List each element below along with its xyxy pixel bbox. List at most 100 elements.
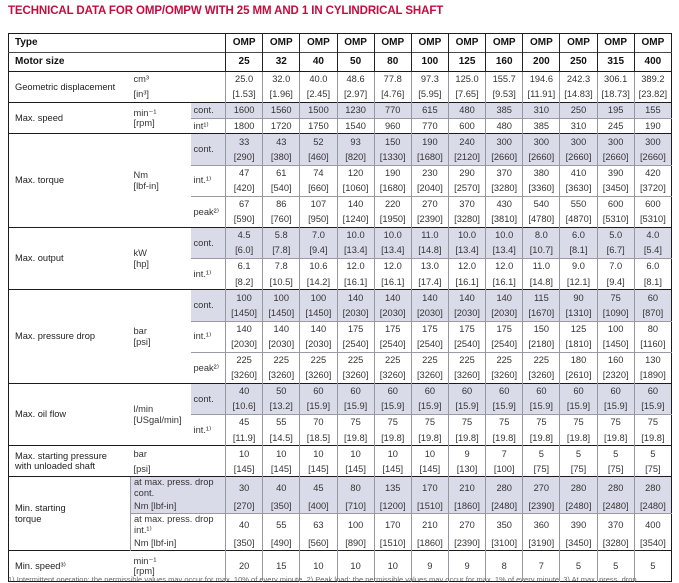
- data-cell: [75]: [522, 461, 560, 477]
- data-cell: 10: [373, 550, 412, 582]
- data-cell: 360: [522, 513, 560, 536]
- data-cell: [1510]: [373, 535, 412, 551]
- data-cell: [8.2]: [225, 274, 263, 290]
- data-cell: 410: [559, 164, 598, 181]
- data-cell: 225: [225, 351, 263, 368]
- data-cell: [3260]: [336, 367, 375, 384]
- data-cell: 175: [447, 320, 486, 337]
- data-cell: 190: [373, 164, 412, 181]
- data-cell: 150: [373, 133, 412, 150]
- data-cell: [18.73]: [596, 87, 635, 103]
- table-row: peak²⁾ 67 86 107 140 220 270 370 430 540 550 600 600: [9, 195, 672, 228]
- row-label: Max. starting pressure with unloaded sha…: [8, 445, 131, 477]
- sub-row-label: at max. press. drop cont.: [129, 476, 226, 499]
- data-cell: [14.83]: [559, 87, 598, 103]
- data-cell: [2030]: [336, 305, 375, 321]
- table-row: peak²⁾ 225 225 225 225 225 225 225 225 225 180 160 1…: [9, 351, 672, 384]
- data-cell: [2480]: [485, 498, 523, 514]
- data-cell: [145]: [373, 461, 412, 477]
- data-cell: [3540]: [633, 535, 672, 551]
- data-cell: 1720: [262, 117, 300, 134]
- data-cell: [3720]: [633, 180, 672, 197]
- data-cell: [23.82]: [633, 87, 672, 103]
- data-cell: [2.97]: [336, 87, 375, 103]
- data-cell: [11.9]: [225, 430, 263, 446]
- data-cell: 40.0: [299, 71, 337, 88]
- data-cell: 86: [262, 195, 300, 212]
- data-cell: [16.1]: [485, 274, 523, 290]
- data-cell: 140: [410, 289, 449, 306]
- data-cell: 5: [559, 550, 598, 582]
- data-cell: [270]: [225, 498, 263, 514]
- type-header-cell: OMP: [225, 33, 263, 53]
- row-label: Min. starting torque: [8, 476, 131, 551]
- data-cell: [130]: [447, 461, 486, 477]
- data-cell: [1160]: [633, 336, 672, 353]
- data-cell: [15.9]: [373, 398, 412, 415]
- table-row: [590] [760] [950] [1240] [1950] [2390] [3280][…: [9, 211, 672, 228]
- row-label: Geometric displacement: [8, 70, 131, 103]
- data-cell: 195: [596, 102, 635, 119]
- data-cell: [2.45]: [299, 87, 337, 103]
- data-cell: 194.6: [522, 71, 560, 88]
- motor-size-cell: 80: [373, 52, 412, 72]
- condition-label: cont.: [190, 102, 226, 119]
- table-row: [3260] [3260] [3260] [3260] [3260] [3260] [326…: [9, 367, 672, 384]
- data-cell: 370: [485, 164, 523, 181]
- data-cell: 10: [373, 445, 412, 462]
- data-cell: [75]: [596, 461, 635, 477]
- data-cell: [2030]: [485, 305, 523, 321]
- type-header-cell: OMP: [559, 33, 598, 53]
- data-cell: [820]: [336, 149, 375, 166]
- table-row: int.¹⁾ 45 55 70 75 75 75 75 75 75 75 75 75: [9, 414, 672, 446]
- data-cell: [17.4]: [410, 274, 449, 290]
- data-cell: [4780]: [522, 211, 560, 228]
- data-cell: 175: [410, 320, 449, 337]
- data-cell: [3190]: [522, 535, 560, 551]
- data-cell: [2480]: [596, 498, 635, 514]
- data-cell: [560]: [299, 535, 337, 551]
- data-cell: [3280]: [596, 535, 635, 551]
- row-label: Max. output: [8, 226, 131, 290]
- data-cell: 170: [410, 476, 449, 499]
- data-cell: 97.3: [410, 71, 449, 88]
- data-cell: 540: [522, 195, 560, 212]
- condition-label: int.¹⁾: [190, 164, 226, 197]
- data-cell: 6.1: [225, 258, 263, 275]
- type-header-cell: OMP: [633, 33, 672, 53]
- data-cell: [1.53]: [225, 87, 263, 103]
- data-cell: [2540]: [373, 336, 412, 353]
- data-cell: [660]: [299, 180, 337, 197]
- data-cell: [2390]: [410, 211, 449, 228]
- data-cell: 5: [633, 550, 672, 582]
- data-cell: 40: [225, 382, 263, 399]
- data-cell: 125.0: [447, 71, 486, 88]
- data-cell: 1230: [336, 102, 375, 119]
- data-cell: 5.0: [596, 226, 635, 244]
- data-cell: 25.0: [225, 71, 263, 88]
- data-cell: [2030]: [373, 305, 412, 321]
- data-cell: 155.7: [485, 71, 523, 88]
- data-cell: [1860]: [410, 535, 449, 551]
- data-cell: 770: [373, 102, 412, 119]
- data-cell: [2480]: [633, 498, 672, 514]
- data-cell: 20: [225, 550, 263, 582]
- type-header-cell: OMP: [522, 33, 560, 53]
- data-cell: 7: [485, 445, 523, 462]
- condition-label: int.¹⁾: [190, 258, 226, 290]
- units-label: cm³: [130, 71, 226, 88]
- table-row: int.¹⁾ 140 140 140 175 175 175 175 175 150 125 100 8…: [9, 320, 672, 353]
- data-cell: [15.9]: [447, 398, 486, 415]
- data-cell: 100: [336, 513, 375, 536]
- data-cell: [6.7]: [596, 243, 635, 259]
- data-cell: 74: [299, 164, 337, 181]
- data-cell: 300: [559, 133, 598, 150]
- data-cell: 1800: [225, 117, 263, 134]
- data-cell: [19.8]: [410, 430, 449, 446]
- data-cell: 385: [522, 117, 560, 134]
- data-cell: [2030]: [262, 336, 300, 353]
- data-cell: 9: [410, 550, 449, 582]
- data-cell: [1860]: [447, 498, 486, 514]
- data-cell: 10: [225, 445, 263, 462]
- table-row: Geometric displacement cm³ 25.0 32.0 40.0 48.…: [8, 70, 672, 103]
